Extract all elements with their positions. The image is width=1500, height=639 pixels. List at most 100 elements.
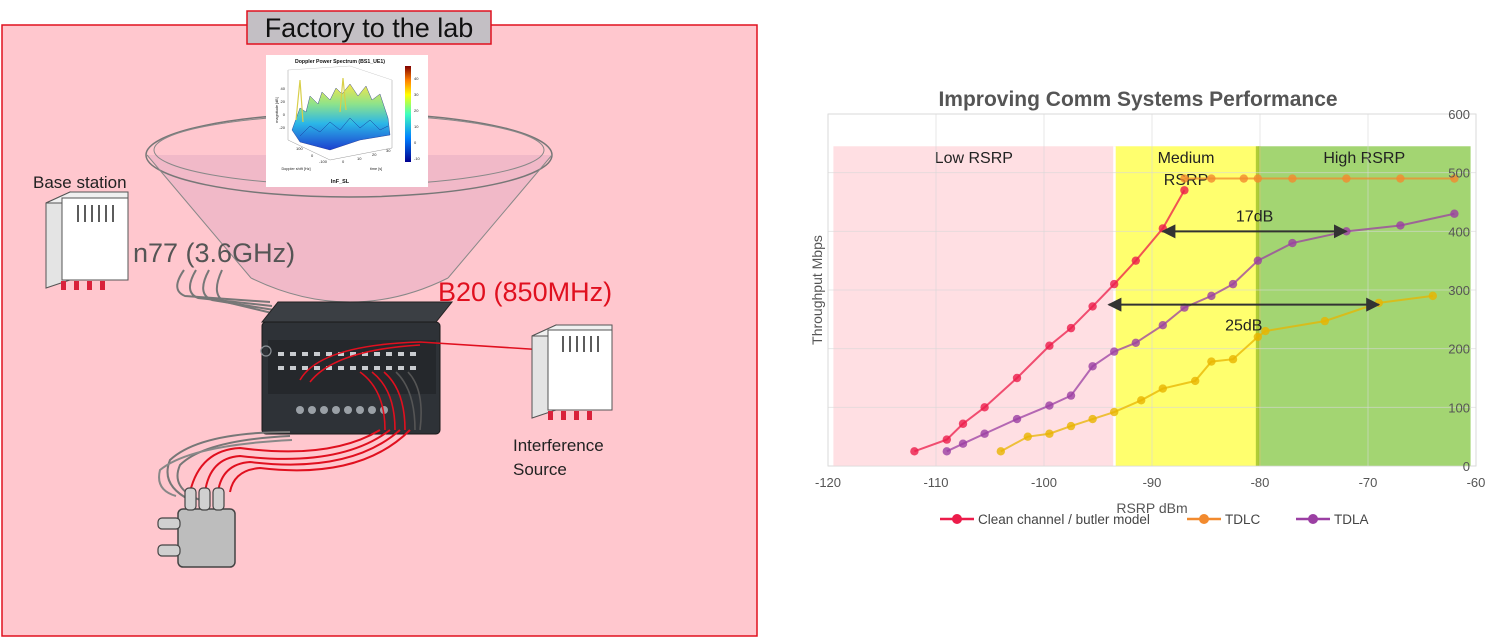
y-tick-label: 600 xyxy=(1448,107,1470,122)
b20-label: B20 (850MHz) xyxy=(438,277,612,307)
x-tick-label: -100 xyxy=(1031,475,1057,490)
inset-t-tick: 0 xyxy=(342,159,345,164)
region-divider xyxy=(1113,146,1116,466)
x-tick-label: -60 xyxy=(1467,475,1486,490)
data-point xyxy=(942,447,951,456)
base-station-cables xyxy=(176,269,277,315)
x-tick-label: -90 xyxy=(1143,475,1162,490)
title-box xyxy=(246,10,492,45)
data-point xyxy=(1045,341,1054,350)
y-tick-label: 300 xyxy=(1448,283,1470,298)
x-tick-label: -70 xyxy=(1359,475,1378,490)
y-tick-label: 100 xyxy=(1448,400,1470,415)
data-point xyxy=(958,419,968,428)
region-label: Low RSRP xyxy=(935,150,1013,167)
data-point xyxy=(1045,401,1054,410)
y-tick-label: 500 xyxy=(1448,166,1470,181)
colorbar-tick: 10 xyxy=(414,124,419,129)
colorbar-tick: 40 xyxy=(414,76,419,81)
interference-label-line2: Source xyxy=(513,460,567,479)
data-point xyxy=(1158,321,1168,330)
data-point xyxy=(910,447,919,456)
data-point xyxy=(1342,174,1351,183)
y-axis-label: Throughput Mbps xyxy=(809,235,825,345)
colorbar-tick: 20 xyxy=(414,108,419,113)
colorbar-tick: -10 xyxy=(414,156,421,161)
y-tick-label: 0 xyxy=(1463,459,1470,474)
data-point xyxy=(1450,174,1459,183)
interference-label-line1: Interference xyxy=(513,436,604,455)
data-point xyxy=(1158,384,1168,393)
chart-legend: Clean channel / butler model TDLC TDLA xyxy=(940,512,1369,527)
colorbar-tick: 30 xyxy=(414,92,419,97)
data-point xyxy=(1228,355,1238,364)
inset-z-tick: -20 xyxy=(279,125,286,130)
data-point xyxy=(1131,256,1141,265)
region-2 xyxy=(1257,146,1471,466)
data-point xyxy=(1207,291,1216,301)
data-point xyxy=(1253,174,1263,183)
inset-t-tick: 10 xyxy=(357,156,362,161)
legend-swatch-dot xyxy=(1199,514,1209,524)
data-point xyxy=(1191,376,1200,386)
inset-x-tick: 0 xyxy=(311,153,314,158)
base-station-icon xyxy=(45,191,129,290)
chart-series xyxy=(910,174,1459,456)
data-point xyxy=(1088,414,1097,424)
legend-label: TDLA xyxy=(1334,512,1369,527)
data-point xyxy=(1261,326,1270,336)
data-point xyxy=(1023,432,1032,441)
data-point xyxy=(1396,174,1405,183)
throughput-chart: Improving Comm Systems Performance Low R… xyxy=(809,88,1485,527)
region-label: MediumRSRP xyxy=(1158,150,1215,189)
data-point xyxy=(1012,414,1022,424)
data-point xyxy=(1228,279,1238,289)
gap-label: 25dB xyxy=(1225,318,1262,335)
device-cables xyxy=(299,341,546,431)
data-point xyxy=(1288,238,1297,248)
data-point xyxy=(1137,396,1146,405)
legend-label: TDLC xyxy=(1225,512,1261,527)
y-tick-label: 200 xyxy=(1448,342,1470,357)
data-point xyxy=(1088,302,1097,311)
series-line-3 xyxy=(1000,294,1433,453)
data-point xyxy=(1066,421,1076,431)
panel-title: Factory to the lab xyxy=(265,13,474,43)
gap-label: 17dB xyxy=(1236,208,1273,225)
legend-label: Clean channel / butler model xyxy=(978,512,1150,527)
x-axis-ticks: -120 -110 -100 -90 -80 -70 -60 xyxy=(815,475,1485,490)
inset-z-tick: 0 xyxy=(283,112,286,117)
series-line-2 xyxy=(946,212,1455,453)
dut-cables xyxy=(158,429,411,501)
data-point xyxy=(1180,174,1189,183)
x-tick-label: -120 xyxy=(815,475,841,490)
data-point xyxy=(1088,362,1097,371)
x-tick-label: -80 xyxy=(1251,475,1270,490)
inset-xlabel: Doppler shift [Hz] xyxy=(281,167,310,171)
data-point xyxy=(1131,338,1141,347)
data-point xyxy=(1012,373,1022,383)
chart-title: Improving Comm Systems Performance xyxy=(938,88,1337,111)
doppler-plot-inset: Doppler Power Spectrum (BS1_UE1) 40 30 2… xyxy=(266,55,428,187)
inset-tlabel: time [s] xyxy=(370,167,382,171)
inset-z-tick: 20 xyxy=(281,99,286,104)
data-point xyxy=(980,429,989,438)
data-point xyxy=(1207,174,1216,183)
inset-colorbar xyxy=(405,66,411,162)
chart-annotations: 17dB 25dB xyxy=(1107,208,1381,335)
inset-caption: InF_SL xyxy=(331,179,350,185)
data-point xyxy=(996,447,1005,456)
data-point xyxy=(1180,186,1189,195)
data-point xyxy=(1253,256,1263,265)
inset-t-tick: 20 xyxy=(372,152,377,157)
inset-t-tick: 30 xyxy=(386,148,391,153)
legend-swatch-dot xyxy=(1308,514,1318,524)
data-point xyxy=(1288,174,1297,183)
data-point xyxy=(1110,279,1119,289)
y-tick-label: 400 xyxy=(1448,224,1470,239)
y-axis-ticks: 0 100 200 300 400 500 600 xyxy=(1448,107,1470,474)
data-point xyxy=(1374,298,1384,308)
interference-source-icon xyxy=(531,324,613,420)
data-point xyxy=(1045,429,1054,438)
